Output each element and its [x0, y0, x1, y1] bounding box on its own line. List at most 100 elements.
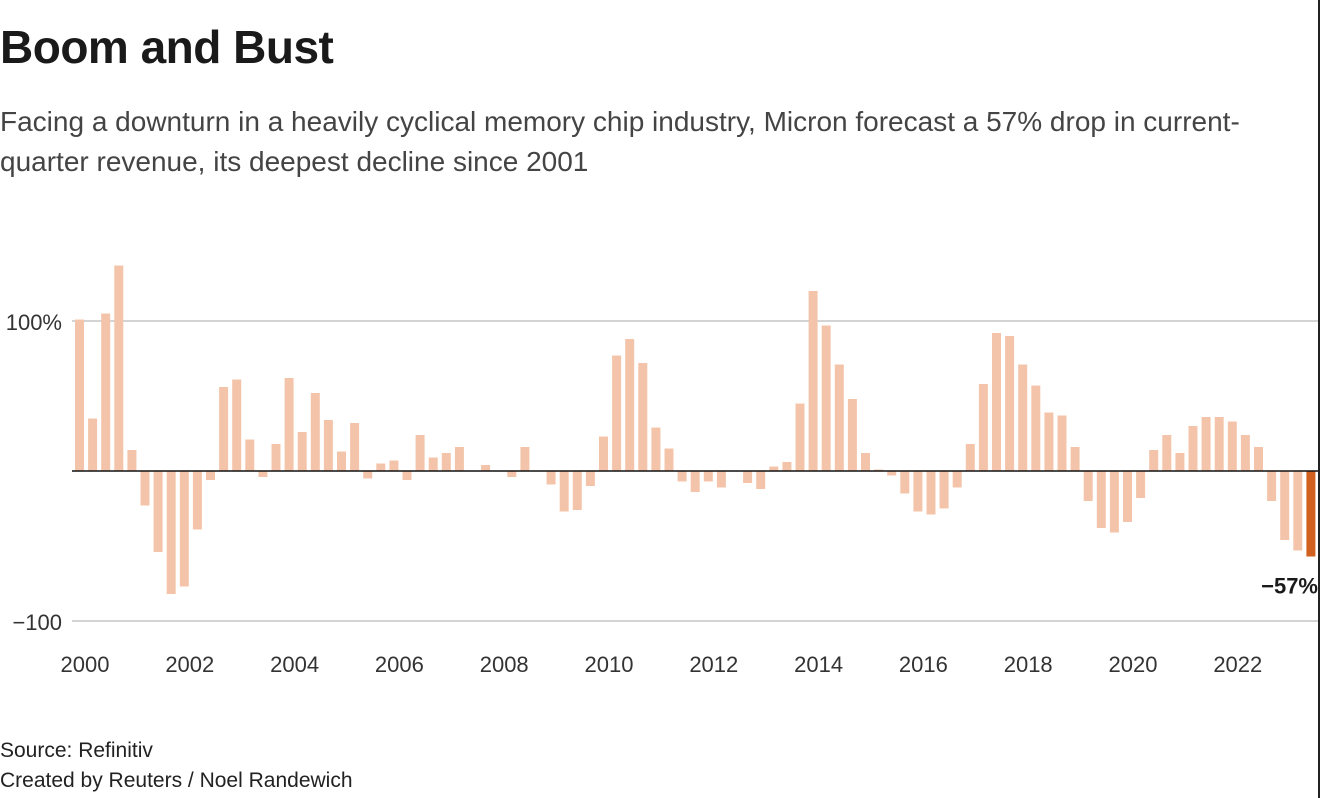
bar — [965, 444, 975, 471]
bar — [350, 423, 360, 471]
bar — [127, 450, 137, 471]
bar — [572, 471, 582, 510]
bar — [900, 471, 910, 494]
bar — [690, 471, 700, 492]
bar — [441, 453, 451, 471]
bar — [179, 471, 189, 587]
bar — [599, 436, 608, 471]
bar — [795, 403, 805, 471]
bar — [1254, 447, 1263, 471]
bar — [978, 384, 988, 471]
bar — [716, 471, 726, 488]
bar — [520, 447, 530, 471]
bar — [1175, 453, 1185, 471]
bar — [1070, 447, 1080, 471]
bar — [1240, 435, 1250, 471]
x-tick-label: 2018 — [1004, 652, 1053, 677]
bar — [1123, 471, 1132, 522]
bar — [769, 466, 779, 471]
x-tick-label: 2022 — [1213, 652, 1262, 677]
x-tick-label: 2004 — [270, 652, 319, 677]
bar — [1083, 471, 1093, 501]
bar — [114, 265, 124, 471]
y-tick-label: 100% — [6, 310, 62, 335]
bar — [166, 471, 176, 594]
bar — [310, 393, 320, 471]
bar — [271, 444, 281, 471]
bar — [559, 471, 569, 512]
bar — [625, 339, 635, 471]
chart-title: Boom and Bust — [0, 21, 334, 73]
bar — [1031, 385, 1041, 471]
bar — [153, 471, 163, 552]
bar — [1005, 336, 1015, 471]
x-tick-label: 2008 — [480, 652, 529, 677]
bar — [284, 378, 294, 471]
bar — [323, 420, 333, 471]
bar — [376, 463, 386, 471]
bar — [1136, 471, 1146, 498]
x-tick-label: 2014 — [794, 652, 843, 677]
bar — [192, 471, 202, 530]
bar — [913, 471, 923, 512]
bar — [1280, 471, 1290, 540]
bar — [939, 471, 949, 509]
revenue-change-bar-chart: 100% −100 2000 2002 2004 2006 2008 2010 2012 2014… — [6, 265, 1320, 677]
bar — [992, 333, 1001, 471]
bar — [703, 471, 713, 482]
chart-subtitle: Facing a downturn in a heavily cyclical … — [0, 106, 1240, 177]
bar — [140, 471, 150, 506]
x-tick-label: 2002 — [165, 652, 214, 677]
bar — [363, 471, 373, 479]
bar — [821, 325, 831, 471]
bar — [1293, 471, 1303, 551]
bar — [337, 451, 346, 471]
bar — [664, 448, 674, 471]
bar — [1201, 417, 1211, 471]
bar — [402, 471, 412, 480]
x-tick-label: 2010 — [585, 652, 634, 677]
bar — [1109, 471, 1119, 533]
highlight-bar — [1306, 471, 1316, 557]
bar — [1227, 421, 1237, 471]
bar — [677, 471, 687, 482]
credit-note: Created by Reuters / Noel Randewich — [0, 769, 353, 792]
bar — [861, 453, 870, 471]
bar — [585, 471, 595, 486]
bar — [258, 471, 268, 477]
bar — [428, 457, 438, 471]
bar — [1188, 426, 1198, 471]
bar — [1267, 471, 1277, 501]
bar — [1018, 364, 1028, 471]
bar — [1057, 415, 1067, 471]
highlight-value-label: −57% — [1261, 574, 1318, 599]
bar — [481, 465, 491, 471]
bar — [808, 291, 818, 471]
bar — [847, 399, 857, 471]
bar — [415, 435, 425, 471]
bar — [206, 471, 215, 480]
bar — [389, 460, 399, 471]
bar — [1096, 471, 1106, 528]
bar — [651, 427, 661, 471]
bar — [297, 432, 307, 471]
bar — [454, 447, 464, 471]
bar — [638, 363, 648, 471]
bar — [245, 439, 255, 471]
bar — [926, 471, 936, 515]
bar — [1149, 450, 1159, 471]
source-note: Source: Refinitiv — [0, 739, 153, 762]
bar — [952, 471, 962, 488]
right-border — [1318, 0, 1320, 798]
x-tick-label: 2006 — [375, 652, 424, 677]
y-tick-label: −100 — [12, 610, 62, 635]
bar — [232, 379, 242, 471]
bar — [546, 471, 556, 485]
bar — [1162, 435, 1172, 471]
x-tick-label: 2012 — [689, 652, 738, 677]
bar — [756, 471, 766, 489]
x-tick-label: 2000 — [61, 652, 110, 677]
bar — [743, 471, 753, 483]
x-tick-label: 2016 — [899, 652, 948, 677]
x-tick-label: 2020 — [1109, 652, 1158, 677]
